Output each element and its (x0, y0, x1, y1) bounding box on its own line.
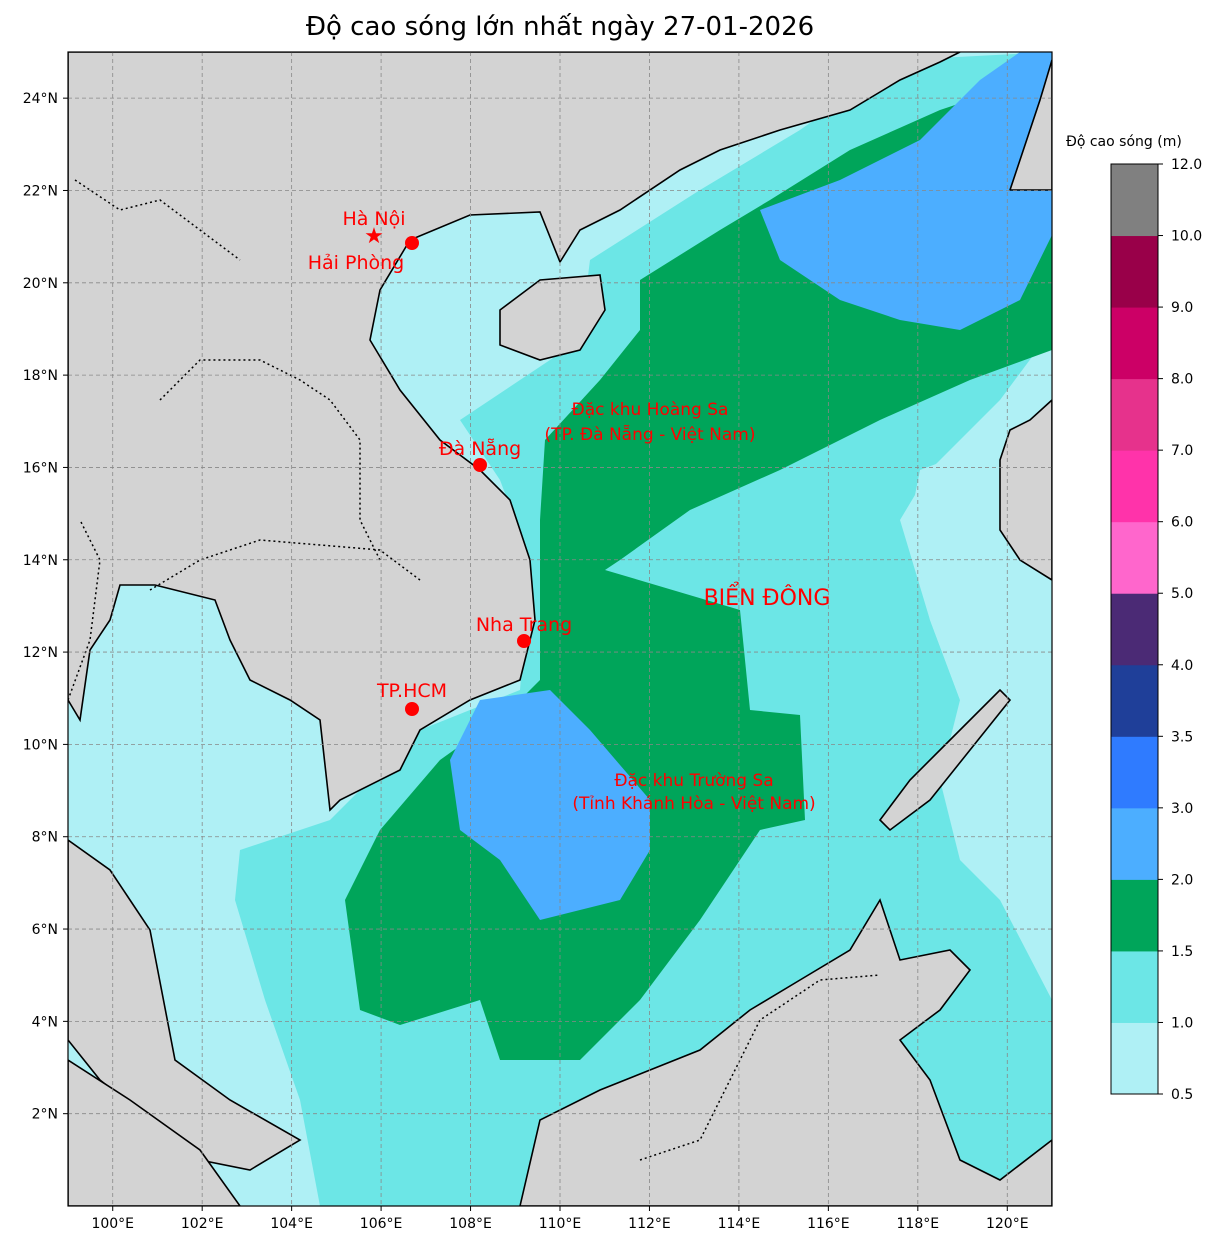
land-indochina-china (68, 52, 961, 812)
label-hoang-sa-1: Đặc khu Hoàng Sa (572, 400, 729, 420)
lon-tick-label: 100°E (91, 1216, 134, 1232)
map-title: Độ cao sóng lớn nhất ngày 27-01-2026 (305, 12, 815, 42)
colorbar-bin (1111, 521, 1158, 594)
lon-tick-label: 112°E (628, 1216, 671, 1232)
colorbar-tick-label: 0.5 (1171, 1087, 1193, 1103)
colorbar-tick-label: 4.0 (1171, 658, 1193, 674)
colorbar-bin (1111, 593, 1158, 666)
colorbar-bin (1111, 1022, 1158, 1095)
wave-zone-2.0-3.0-northeast (760, 52, 1052, 330)
label-truong-sa-2: (Tỉnh Khánh Hòa - Việt Nam) (572, 794, 815, 814)
colorbar-bin (1111, 950, 1158, 1023)
colorbar-bin (1111, 235, 1158, 308)
lon-tick-label: 114°E (718, 1216, 761, 1232)
lon-tick-label: 108°E (449, 1216, 492, 1232)
colorbar-bin (1111, 378, 1158, 451)
land-palawan (878, 688, 1012, 832)
colorbar-bin (1111, 307, 1158, 380)
city-markers: ★ (364, 224, 531, 716)
colorbar-tick-label: 10.0 (1171, 229, 1202, 245)
label-ha-noi: Hà Nội (342, 208, 405, 230)
colorbar-frame (1110, 163, 1159, 1095)
marker-nha-trang (517, 634, 531, 648)
lat-tick-label: 12°N (23, 645, 58, 661)
label-hai-phong: Hải Phòng (308, 252, 404, 274)
colorbar-tick-label: 1.5 (1171, 944, 1193, 960)
colorbar-tick-label: 3.0 (1171, 801, 1193, 817)
lat-tick-label: 4°N (32, 1014, 58, 1030)
marker-hai-phong (405, 236, 419, 250)
colorbar-bin (1111, 450, 1158, 523)
lat-tick-label: 14°N (23, 553, 58, 569)
lon-tick-label: 110°E (539, 1216, 582, 1232)
lat-tick-label: 16°N (23, 460, 58, 476)
colorbar-tick-label: 2.0 (1171, 872, 1193, 888)
graticule (68, 52, 1052, 1206)
country-borders (68, 179, 881, 1161)
colorbar-bin (1111, 164, 1158, 237)
lat-tick-label: 2°N (32, 1107, 58, 1123)
axis-ticks: 100°E 102°E 104°E 106°E 108°E 110°E 112°E 114°E… (23, 91, 1029, 1232)
lon-tick-label: 106°E (360, 1216, 403, 1232)
lon-tick-label: 104°E (270, 1216, 313, 1232)
marker-da-nang (473, 458, 487, 472)
marker-tphcm (405, 702, 419, 716)
wave-zone-2.0-3.0-south (450, 690, 650, 920)
colorbar-bin (1111, 664, 1158, 737)
land-luzon (999, 398, 1052, 581)
label-bien-dong: BIỂN ĐÔNG (704, 583, 831, 611)
colorbar-tick-label: 7.0 (1171, 443, 1193, 459)
colorbar-tick-label: 6.0 (1171, 515, 1193, 531)
lat-tick-label: 10°N (23, 737, 58, 753)
lat-tick-label: 24°N (23, 91, 58, 107)
colorbar-tick-label: 5.0 (1171, 586, 1193, 602)
colorbar-tick-label: 1.0 (1171, 1015, 1193, 1031)
land-borneo (519, 898, 1052, 1206)
colorbar-tick-label: 8.0 (1171, 372, 1193, 388)
lat-tick-label: 22°N (23, 183, 58, 199)
colorbar-bin (1111, 879, 1158, 952)
label-da-nang: Đà Nẵng (439, 437, 521, 460)
label-nha-trang: Nha Trang (476, 614, 572, 636)
label-hoang-sa-2: (TP. Đà Nẵng - Việt Nam) (545, 424, 756, 445)
colorbar-bin (1111, 736, 1158, 809)
lon-tick-label: 120°E (986, 1216, 1029, 1232)
land-taiwan (1008, 59, 1052, 191)
colorbar-tick-label: 9.0 (1171, 300, 1193, 316)
colorbar-label: Độ cao sóng (m) (1066, 134, 1182, 150)
land-malay-peninsula (68, 839, 302, 1171)
land-masses (68, 52, 1052, 1206)
lat-tick-label: 6°N (32, 922, 58, 938)
colorbar-bin (1111, 807, 1158, 880)
lon-tick-label: 118°E (897, 1216, 940, 1232)
colorbar: 0.5 1.0 1.5 2.0 3.0 3.5 4.0 5.0 6.0 7.0 8.0 9.0 10.0… (1110, 157, 1202, 1103)
label-tphcm: TP.HCM (376, 680, 447, 702)
colorbar-tick-label: 12.0 (1171, 157, 1202, 173)
lat-tick-label: 18°N (23, 368, 58, 384)
lat-tick-label: 20°N (23, 276, 58, 292)
lat-tick-label: 8°N (32, 830, 58, 846)
star-icon-ha-noi: ★ (364, 224, 384, 249)
map-area: ★ Hà Nội Hải Phòng Đà Nẵng Nha Trang TP.… (68, 52, 1052, 1206)
land-hainan (499, 274, 606, 361)
lon-tick-label: 116°E (807, 1216, 850, 1232)
land-sumatra (68, 1059, 241, 1206)
lon-tick-label: 102°E (181, 1216, 224, 1232)
colorbar-tick-label: 3.5 (1171, 729, 1193, 745)
map-labels: Hà Nội Hải Phòng Đà Nẵng Nha Trang TP.HC… (308, 208, 831, 814)
label-truong-sa-1: Đặc khu Trường Sa (614, 771, 773, 791)
